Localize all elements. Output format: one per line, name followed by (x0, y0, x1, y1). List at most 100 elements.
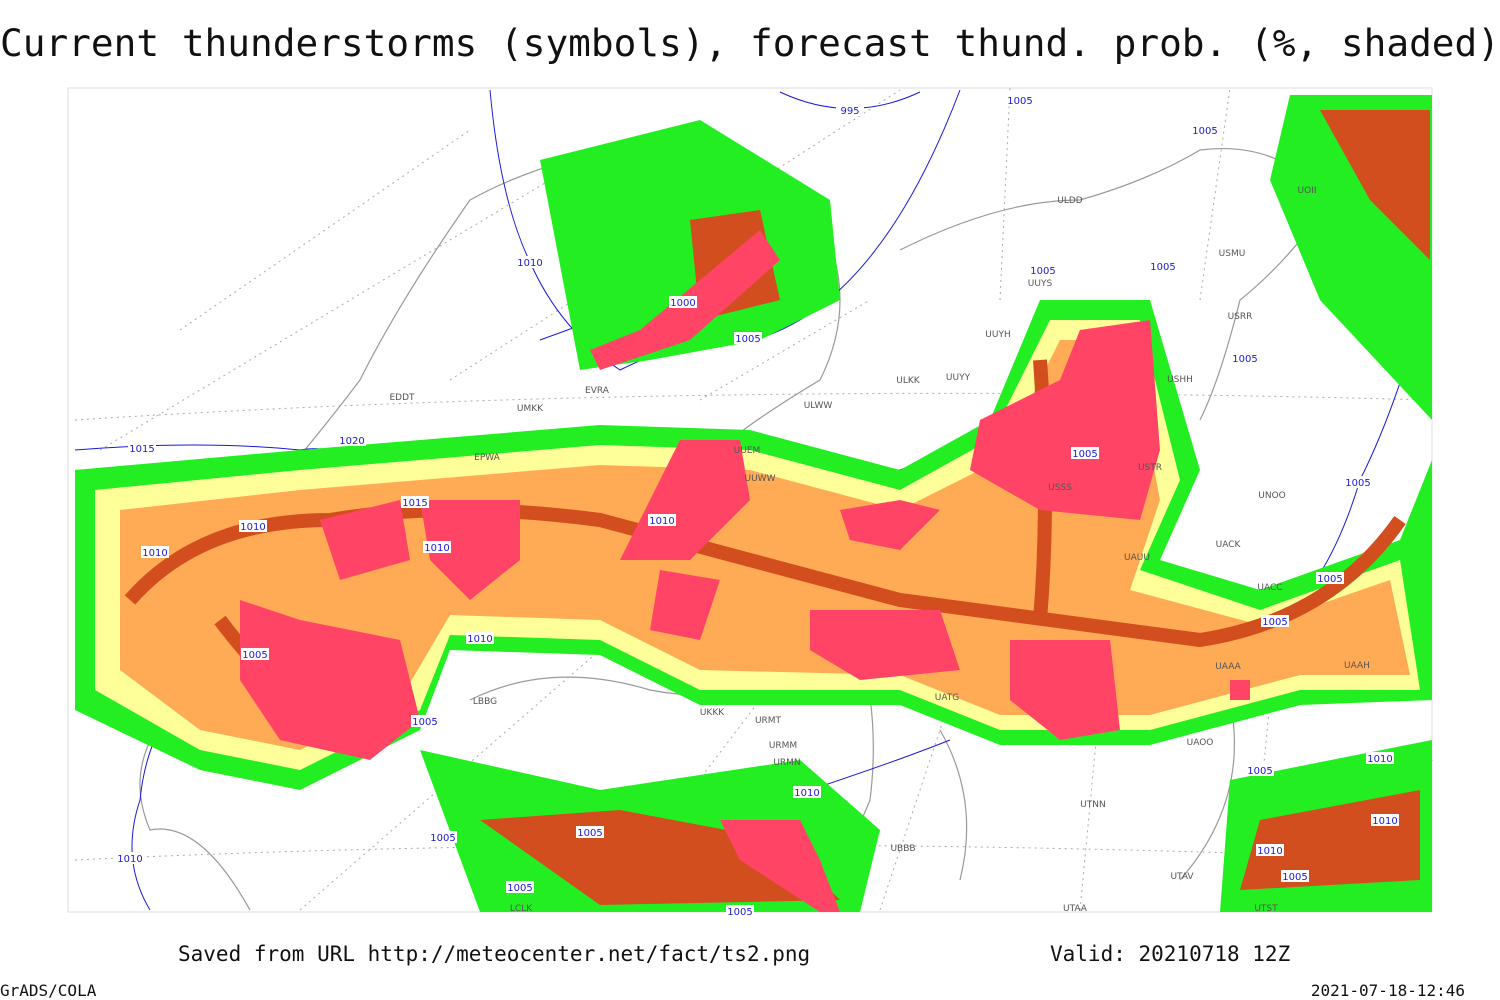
isobar-label-box (516, 256, 544, 268)
isobar-label: 1005 (1192, 126, 1217, 137)
isobar-label: 1005 (1232, 354, 1257, 365)
isobar-label: 1010 (1367, 754, 1392, 765)
station-label: UAOO (1187, 738, 1214, 748)
station-label: UAAA (1215, 662, 1241, 672)
station-label: UATG (935, 693, 960, 703)
isobar-label-box (429, 831, 457, 843)
station-label: UOII (1298, 186, 1317, 196)
isobar-label: 1005 (507, 883, 532, 894)
isobar-label-box (1261, 615, 1289, 627)
station-label: UTST (1254, 904, 1278, 914)
isobar-label-box (1149, 260, 1177, 272)
isobar-label-box (1191, 124, 1219, 136)
isobar-label-box (1071, 447, 1099, 459)
station-label: UBBB (890, 844, 915, 854)
isobar-label-box (836, 104, 864, 116)
map-labels: 995 1000 1005 1005 1005 1005 1005 1005 1005 1005 1… (116, 94, 1399, 918)
station-label: LBBG (473, 697, 497, 707)
station-label: UKKK (700, 708, 725, 718)
station-label: EDDT (389, 393, 415, 403)
isobar-label-box (423, 541, 451, 553)
isobar-label-box (1246, 764, 1274, 776)
isobar-label: 1005 (1007, 96, 1032, 107)
isobar-label: 1015 (402, 498, 427, 509)
isobar-label: 1010 (424, 543, 449, 554)
isobar-label: 1005 (1317, 574, 1342, 585)
isobar-label-box (466, 632, 494, 644)
source-note: Saved from URL http://meteocenter.net/fa… (178, 942, 810, 966)
isobar-label: 1010 (117, 854, 142, 865)
isobar-label-box (1281, 870, 1309, 882)
isobar-label-box (1371, 814, 1399, 826)
isobar-label-box (1316, 572, 1344, 584)
station-label: ULWW (804, 401, 833, 411)
isobar-label-box (1256, 844, 1284, 856)
station-label: ULDD (1057, 196, 1083, 206)
timestamp: 2021-07-18-12:46 (1311, 981, 1465, 1000)
station-label: UTAV (1170, 872, 1194, 882)
isobar-label: 1010 (142, 548, 167, 559)
isobar-label-box (128, 442, 156, 454)
isobar-label: 1010 (649, 516, 674, 527)
isobar-label-box (141, 546, 169, 558)
station-label: UACK (1216, 540, 1242, 550)
isobar-label: 1005 (1072, 449, 1097, 460)
station-label: UUEM (734, 446, 761, 456)
isobar-label: 1005 (242, 650, 267, 661)
isobar-label: 1010 (240, 522, 265, 533)
isobar-label-box (241, 648, 269, 660)
isobar-label-box (338, 434, 366, 446)
isobar-label-box (1366, 752, 1394, 764)
station-label: UTNN (1080, 800, 1106, 810)
station-label: USSS (1048, 483, 1072, 493)
station-label: UUYY (946, 373, 971, 383)
isobar-label-box (239, 520, 267, 532)
isobar-label: 1005 (412, 717, 437, 728)
isobar-label: 1005 (1345, 478, 1370, 489)
isobar-label: 1005 (1030, 266, 1055, 277)
station-label: LCLK (510, 904, 533, 914)
isobar-label-box (669, 296, 697, 308)
isobar-label: 1005 (430, 833, 455, 844)
station-label: ULKK (896, 376, 921, 386)
isobar-label-box (411, 715, 439, 727)
station-label: UMKK (517, 404, 544, 414)
isobar-label: 1010 (1257, 846, 1282, 857)
title: Current thunderstorms (symbols), forecas… (0, 22, 1500, 65)
isobar-label-box (401, 496, 429, 508)
isobar-label: 1005 (1150, 262, 1175, 273)
isobar-label-box (1006, 94, 1034, 106)
isobar-label: 1005 (727, 907, 752, 918)
isobar-label: 1020 (339, 436, 364, 447)
station-label: URMN (773, 758, 800, 768)
isobar-label-box (1231, 352, 1259, 364)
station-label: URMT (755, 716, 782, 726)
valid-time: Valid: 20210718 12Z (1050, 942, 1290, 966)
station-label: UACC (1257, 583, 1282, 593)
map: 995 1000 1005 1005 1005 1005 1005 1005 1005 1005 1… (67, 87, 1433, 918)
isobar-label-box (726, 905, 754, 917)
isobar-label: 1005 (1262, 617, 1287, 628)
station-label: UUYS (1028, 279, 1053, 289)
station-label: EPWA (474, 453, 501, 463)
isobar-label-box (648, 514, 676, 526)
isobar-label: 1005 (735, 334, 760, 345)
isobar-label: 1005 (577, 828, 602, 839)
isobar-label: 1005 (1282, 872, 1307, 883)
isobar-label: 1010 (794, 788, 819, 799)
isobar-label-box (734, 332, 762, 344)
isobar-label: 1015 (129, 444, 154, 455)
station-label: USTR (1138, 463, 1162, 473)
station-label: UAUU (1124, 553, 1150, 563)
station-label: USMU (1219, 249, 1246, 259)
isobar-label-box (576, 826, 604, 838)
isobar-label: 1005 (1247, 766, 1272, 777)
isobar-label: 995 (840, 106, 859, 117)
station-label: UNOO (1258, 491, 1286, 501)
station-label: UTAA (1063, 904, 1088, 914)
station-label: USRR (1228, 312, 1253, 322)
isobar-label-box (1344, 476, 1372, 488)
station-label: URMM (769, 741, 797, 751)
station-label: EVRA (585, 386, 610, 396)
